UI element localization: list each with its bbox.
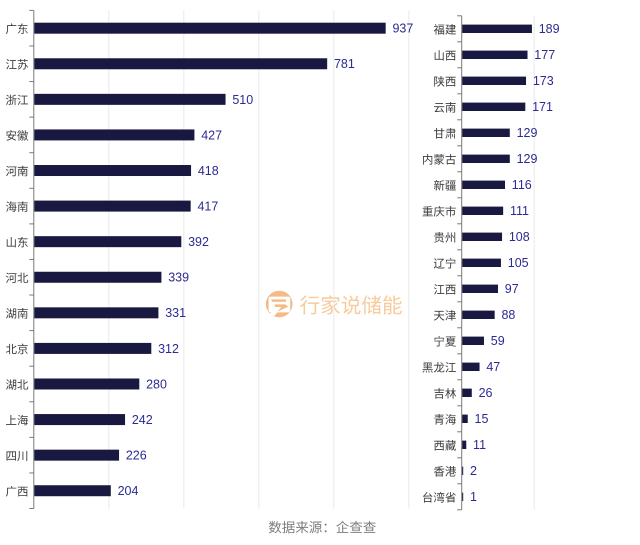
svg-text:47: 47 [486, 360, 500, 374]
svg-text:177: 177 [534, 48, 555, 62]
svg-text:173: 173 [533, 74, 554, 88]
svg-text:339: 339 [168, 271, 189, 285]
svg-text:11: 11 [473, 438, 486, 452]
svg-text:226: 226 [126, 449, 147, 463]
svg-text:88: 88 [501, 308, 515, 322]
svg-text:129: 129 [517, 152, 538, 166]
svg-text:392: 392 [188, 235, 209, 249]
svg-text:116: 116 [512, 178, 532, 192]
svg-text:26: 26 [479, 386, 493, 400]
svg-text:331: 331 [165, 306, 186, 320]
svg-text:108: 108 [509, 230, 530, 244]
svg-text:510: 510 [232, 93, 253, 107]
svg-text:105: 105 [508, 256, 529, 270]
svg-text:427: 427 [201, 128, 222, 142]
svg-text:129: 129 [517, 126, 538, 140]
svg-text:781: 781 [334, 57, 355, 71]
svg-text:242: 242 [132, 413, 153, 427]
svg-text:59: 59 [491, 334, 505, 348]
svg-text:189: 189 [539, 22, 560, 36]
svg-text:312: 312 [158, 342, 179, 356]
svg-text:418: 418 [198, 164, 219, 178]
svg-text:2: 2 [470, 464, 477, 478]
svg-text:280: 280 [146, 377, 167, 391]
svg-text:15: 15 [475, 412, 489, 426]
svg-text:1: 1 [470, 490, 477, 504]
svg-text:204: 204 [118, 484, 139, 498]
svg-text:111: 111 [510, 204, 529, 218]
svg-text:417: 417 [197, 199, 218, 213]
svg-text:171: 171 [532, 100, 553, 114]
svg-text:97: 97 [505, 282, 519, 296]
svg-text:937: 937 [392, 22, 413, 36]
